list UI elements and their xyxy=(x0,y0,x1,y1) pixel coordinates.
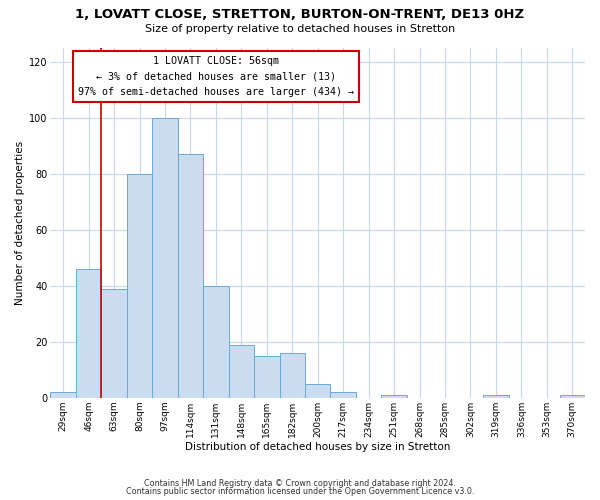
Bar xyxy=(305,384,331,398)
Bar xyxy=(483,395,509,398)
Bar xyxy=(203,286,229,398)
Bar xyxy=(50,392,76,398)
Text: 1 LOVATT CLOSE: 56sqm
← 3% of detached houses are smaller (13)
97% of semi-detac: 1 LOVATT CLOSE: 56sqm ← 3% of detached h… xyxy=(78,56,354,97)
Text: 1, LOVATT CLOSE, STRETTON, BURTON-ON-TRENT, DE13 0HZ: 1, LOVATT CLOSE, STRETTON, BURTON-ON-TRE… xyxy=(76,8,524,20)
Text: Size of property relative to detached houses in Stretton: Size of property relative to detached ho… xyxy=(145,24,455,34)
Bar xyxy=(560,395,585,398)
Bar xyxy=(178,154,203,398)
Bar xyxy=(127,174,152,398)
Bar xyxy=(382,395,407,398)
Bar xyxy=(229,344,254,398)
Bar xyxy=(280,353,305,398)
Bar xyxy=(331,392,356,398)
Y-axis label: Number of detached properties: Number of detached properties xyxy=(15,140,25,304)
Bar xyxy=(152,118,178,398)
X-axis label: Distribution of detached houses by size in Stretton: Distribution of detached houses by size … xyxy=(185,442,451,452)
Text: Contains HM Land Registry data © Crown copyright and database right 2024.: Contains HM Land Registry data © Crown c… xyxy=(144,478,456,488)
Text: Contains public sector information licensed under the Open Government Licence v3: Contains public sector information licen… xyxy=(126,487,474,496)
Bar xyxy=(76,269,101,398)
Bar xyxy=(101,288,127,398)
Bar xyxy=(254,356,280,398)
